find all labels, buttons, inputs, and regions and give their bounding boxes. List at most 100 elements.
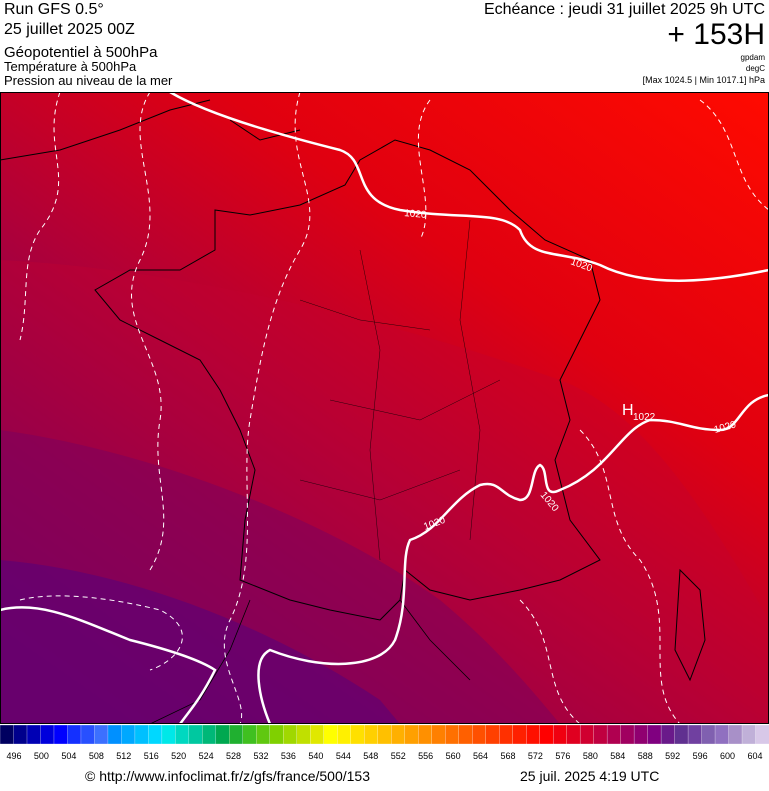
colorbar-cell [269,724,284,745]
colorbar-label: 504 [61,751,76,761]
colorbar-cell [377,724,392,745]
high-value: 1022 [633,412,656,423]
colorbar-cell [161,724,176,745]
colorbar-cell [431,724,446,745]
colorbar-label: 552 [391,751,406,761]
temperature-band [0,560,400,724]
run-date: 25 juillet 2025 00Z [4,21,135,38]
colorbar-cell [310,724,325,745]
colorbar-cell [283,724,298,745]
colorbar-label: 524 [199,751,214,761]
colorbar-label: 516 [144,751,159,761]
colorbar-cell [714,724,729,745]
colorbar-cell [728,724,743,745]
colorbar-label: 604 [747,751,762,761]
colorbar-cell [404,724,419,745]
colorbar-cell [499,724,514,745]
colorbar-cell [741,724,756,745]
colorbar-cell [26,724,41,745]
pressure-range: [Max 1024.5 | Min 1017.1] hPa [643,75,765,85]
colorbar-cell [458,724,473,745]
colorbar-cell [552,724,568,745]
colorbar-cell [80,724,95,745]
colorbar-cell [175,724,190,745]
colorbar-cell [512,724,527,745]
echeance: Echéance : jeudi 31 juillet 2025 9h UTC [484,1,765,18]
borders [299,219,501,561]
coastline [94,139,601,621]
corsica [674,568,706,682]
colorbar-label: 568 [500,751,515,761]
subtitle: Température à 500hPa [4,59,137,74]
colorbar-cell [148,724,163,745]
coastline [0,99,301,161]
colorbar-cell [687,724,702,745]
colorbar-label: 540 [308,751,323,761]
colorbar-label: 600 [720,751,735,761]
footer-timestamp: 25 juil. 2025 4:19 UTC [520,768,659,784]
colorbar-cell [67,724,82,745]
colorbar-label: 520 [171,751,186,761]
colorbar-cell [215,724,230,745]
colorbar-label: 544 [336,751,351,761]
colorbar-cell [647,724,662,745]
colorbar-cell [579,724,595,745]
colorbar-cell [364,724,379,745]
colorbar-cell [337,724,352,745]
colorbar-label: 528 [226,751,241,761]
colorbar-label: 512 [116,751,131,761]
colorbar-cell [391,724,406,745]
colorbar-label: 548 [363,751,378,761]
colorbar-label: 560 [446,751,461,761]
colorbar-label: 536 [281,751,296,761]
colorbar-cell [94,724,109,745]
colorbar-label: 564 [473,751,488,761]
colorbar-cell [134,724,149,745]
footer-url: © http://www.infoclimat.fr/z/gfs/france/… [85,768,370,784]
colorbar-cell [445,724,460,745]
isobar-label: 1020 [404,208,428,221]
colorbar-cell [539,724,554,745]
lead-time: + 153H [667,18,765,51]
colorbar-label: 556 [418,751,433,761]
colorbar-cell [242,724,257,745]
run: Run GFS 0.5° [4,1,104,18]
colorbar-cell [202,724,217,745]
colorbar-label: 584 [610,751,625,761]
colorbar-labels: 496 500 504 508 512 516 520 524 528 532 536 540 544 5… [6,751,762,761]
colorbar-cell [418,724,433,745]
isotherms [19,92,769,724]
colorbar-cell [472,724,487,745]
subtitle: Pression au niveau de la mer [4,73,173,88]
unit: degC [746,64,765,73]
colorbar-cell [0,724,14,745]
colorbar-label: 496 [6,751,21,761]
colorbar-cell [701,724,716,745]
colorbar-cell [256,724,271,745]
colorbar-cell [40,724,55,745]
unit: gpdam [741,53,766,62]
colorbar-cell [755,724,769,745]
colorbar-label: 588 [638,751,653,761]
colorbar-cell [620,724,635,745]
colorbar-cell [674,724,689,745]
colorbar-cell [566,724,581,745]
colorbar [0,724,769,745]
colorbar-label: 532 [253,751,268,761]
colorbar-cell [526,724,541,745]
isobars [0,92,769,724]
colorbar-label: 580 [583,751,598,761]
colorbar-cell [229,724,244,745]
colorbar-label: 576 [555,751,570,761]
colorbar-label: 592 [665,751,680,761]
colorbar-cell [593,724,608,745]
colorbar-cell [296,724,311,745]
colorbar-label: 500 [34,751,49,761]
colorbar-cell [485,724,500,745]
colorbar-label: 572 [528,751,543,761]
colorbar-label: 508 [89,751,104,761]
colorbar-cell [13,724,28,745]
colorbar-cell [188,724,203,745]
